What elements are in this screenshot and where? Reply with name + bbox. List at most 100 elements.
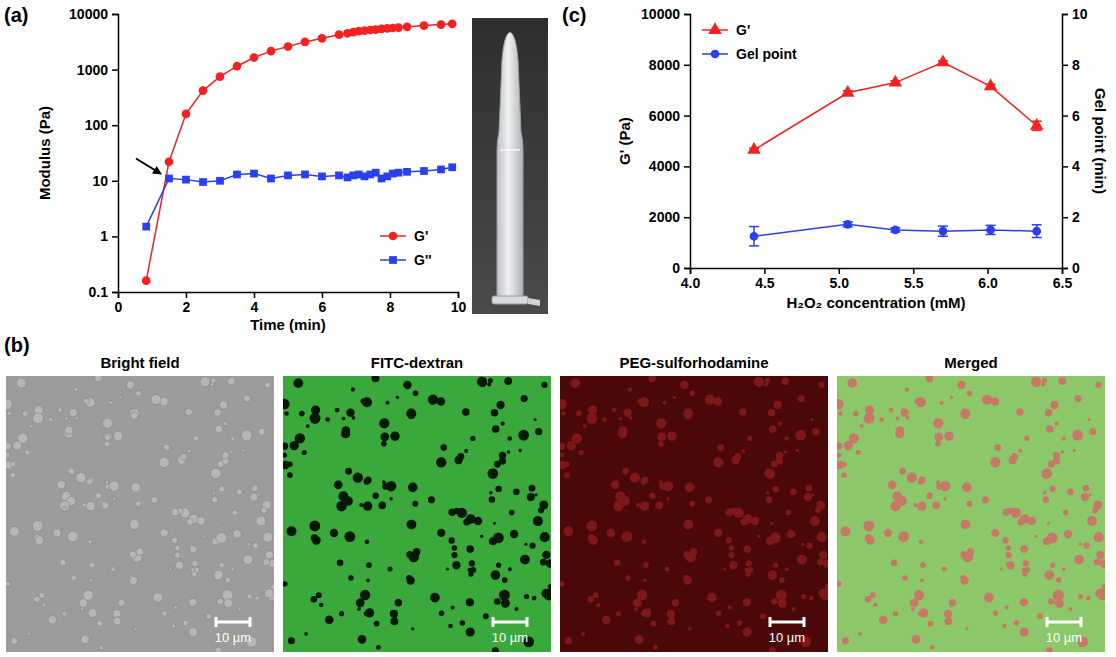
texture-dot xyxy=(395,599,402,606)
x-axis-tick-label: 4 xyxy=(251,299,259,315)
x-axis-tick: 5.5 xyxy=(904,268,924,291)
scale-bar-cap xyxy=(803,617,806,627)
texture-dot xyxy=(1069,607,1073,611)
texture-dot xyxy=(7,411,12,416)
texture-dot xyxy=(171,624,175,628)
texture-dot xyxy=(769,425,777,433)
x-axis-line xyxy=(119,293,459,299)
texture-dot xyxy=(263,559,270,566)
texture-dot xyxy=(663,481,673,491)
tube-body xyxy=(497,32,523,300)
texture-dot xyxy=(218,486,224,492)
texture-dot xyxy=(1034,535,1037,538)
texture-dot xyxy=(407,520,417,530)
texture-dot xyxy=(359,503,363,507)
texture-dot xyxy=(508,436,512,440)
texture-dot xyxy=(76,472,86,482)
texture-dot xyxy=(725,624,729,628)
y-axis-tick-mark xyxy=(112,236,118,238)
texture-dot xyxy=(466,598,474,606)
x-axis-tick: 6.5 xyxy=(1053,268,1073,291)
texture-dot xyxy=(502,577,508,583)
texture-dot xyxy=(817,532,827,542)
y2-axis-tick-mark xyxy=(1062,217,1068,219)
texture-dot xyxy=(629,416,633,420)
texture-dot xyxy=(984,593,994,603)
texture-dot xyxy=(685,483,695,493)
texture-dot xyxy=(933,418,943,428)
texture-dot xyxy=(232,510,238,516)
texture-dot xyxy=(801,543,804,546)
texture-dot xyxy=(965,627,968,630)
texture-dot xyxy=(396,396,399,399)
texture-dot xyxy=(581,632,585,636)
error-bar-cap xyxy=(938,236,948,238)
error-bar xyxy=(1032,225,1042,238)
x-axis-tick-label: 2 xyxy=(183,299,191,315)
texture-dot xyxy=(361,398,367,404)
texture-dot xyxy=(743,627,752,636)
texture-dot xyxy=(175,545,181,551)
texture-dot xyxy=(48,417,53,422)
texture-dot xyxy=(1094,559,1101,566)
texture-dot xyxy=(515,607,519,611)
texture-dot xyxy=(381,434,387,440)
texture-dot xyxy=(261,507,267,513)
texture-dot xyxy=(390,610,398,618)
texture-dot xyxy=(926,493,932,499)
image-content xyxy=(6,376,274,652)
texture-dot xyxy=(1058,377,1066,385)
texture-dot xyxy=(896,426,904,434)
texture-dot xyxy=(448,508,455,515)
texture-dot xyxy=(936,480,940,484)
data-point xyxy=(142,223,150,231)
texture-dot xyxy=(118,599,125,606)
data-point xyxy=(216,177,224,185)
texture-dot xyxy=(374,621,380,627)
micrograph: Bright field10 µm xyxy=(2,354,277,654)
texture-dot xyxy=(685,412,692,419)
y2-axis-tick-mark xyxy=(1062,65,1068,67)
texture-dot xyxy=(1048,461,1055,468)
legend-swatch-marker xyxy=(711,50,720,59)
texture-dot xyxy=(477,377,487,387)
texture-dot xyxy=(919,608,928,617)
texture-dot xyxy=(540,532,550,542)
texture-dot xyxy=(104,434,110,440)
texture-dot xyxy=(853,411,859,417)
texture-dot xyxy=(6,399,13,410)
error-bar xyxy=(749,227,759,246)
texture-dot xyxy=(781,377,789,385)
texture-dot xyxy=(982,394,992,404)
y-axis-tick-label: 8000 xyxy=(649,57,680,73)
texture-dot xyxy=(214,570,224,580)
texture-dot xyxy=(648,376,656,382)
texture-dot xyxy=(211,378,216,383)
texture-dot xyxy=(790,489,796,495)
texture-dot xyxy=(1078,594,1083,599)
scale-bar-label: 10 µm xyxy=(769,630,805,645)
texture-dot xyxy=(560,452,564,457)
data-point xyxy=(199,86,208,95)
texture-dot xyxy=(9,526,19,536)
texture-dot xyxy=(532,596,537,601)
texture-dot xyxy=(509,510,515,516)
y2-axis-tick: 4 xyxy=(1062,158,1080,174)
texture-dot xyxy=(436,457,446,467)
y2-axis-tick-mark xyxy=(1062,115,1068,117)
texture-dot xyxy=(1002,537,1008,543)
texture-dot xyxy=(451,552,457,558)
error-bar-cap xyxy=(938,225,948,227)
texture-dot xyxy=(1053,452,1060,459)
y-axis-tick: 10000 xyxy=(641,6,690,22)
texture-dot xyxy=(193,436,198,441)
texture-dot xyxy=(705,496,712,503)
texture-dot xyxy=(765,468,776,479)
x-axis-tick: 4 xyxy=(251,292,259,315)
texture-dot xyxy=(966,501,972,507)
texture-dot xyxy=(849,433,859,443)
panel-b: (b)Bright field10 µmFITC-dextran10 µmPEG… xyxy=(2,334,1108,654)
texture-dot xyxy=(540,559,547,566)
texture-dot xyxy=(1087,516,1097,526)
texture-dot xyxy=(806,485,813,492)
